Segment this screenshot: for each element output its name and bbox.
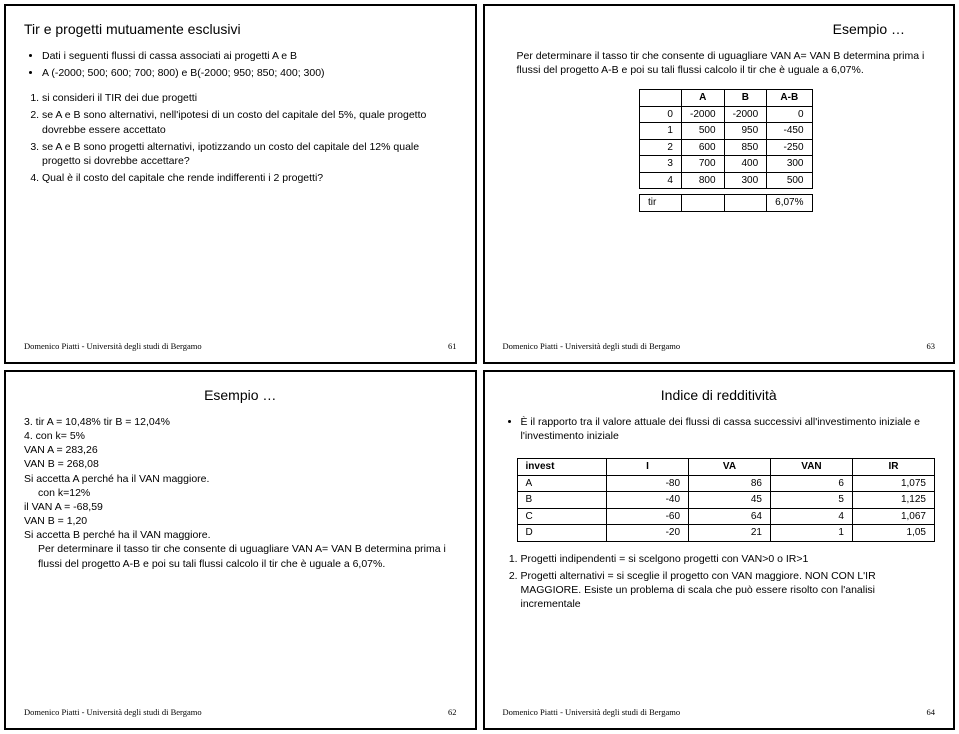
cell: D (517, 525, 607, 542)
body-text: 3. tir A = 10,48% tir B = 12,04% 4. con … (24, 415, 457, 571)
cell: -2000 (724, 106, 767, 123)
slide-64: Indice di redditività È il rapporto tra … (483, 370, 956, 730)
cell: -80 (607, 475, 689, 492)
cell: -2000 (681, 106, 724, 123)
slide-title: Tir e progetti mutuamente esclusivi (24, 20, 457, 39)
bullet-item: È il rapporto tra il valore attuale dei … (521, 415, 936, 443)
tir-label: tir (639, 195, 681, 212)
line: con k=12% (24, 486, 457, 500)
cell: 1,067 (852, 508, 934, 525)
cell: 1,125 (852, 492, 934, 509)
line: 3. tir A = 10,48% tir B = 12,04% (24, 415, 457, 429)
cell: 86 (689, 475, 771, 492)
line: VAN B = 1,20 (24, 514, 457, 528)
cell: A (517, 475, 607, 492)
ir-table: invest I VA VAN IR A-808661,075 B-404551… (517, 458, 936, 542)
numbered-list: si consideri il TIR dei due progetti se … (24, 91, 457, 188)
slide-62: Esempio … 3. tir A = 10,48% tir B = 12,0… (4, 370, 477, 730)
cell: 400 (724, 156, 767, 173)
cell: 6 (770, 475, 852, 492)
cell: C (517, 508, 607, 525)
bullet-list: Dati i seguenti flussi di cassa associat… (24, 49, 457, 83)
page-number: 61 (448, 341, 457, 352)
cell: 950 (724, 123, 767, 140)
slide-61: Tir e progetti mutuamente esclusivi Dati… (4, 4, 477, 364)
line: Si accetta A perché ha il VAN maggiore. (24, 472, 457, 486)
cell: -250 (767, 139, 812, 156)
col-ab: A-B (767, 90, 812, 107)
cell: 45 (689, 492, 771, 509)
page-number: 63 (927, 341, 936, 352)
intro-text: Per determinare il tasso tir che consent… (503, 49, 936, 77)
col-i: I (607, 459, 689, 476)
cell: 1,05 (852, 525, 934, 542)
bullet-item: Dati i seguenti flussi di cassa associat… (42, 49, 457, 63)
col-a: A (681, 90, 724, 107)
cell: -450 (767, 123, 812, 140)
page-number: 64 (927, 707, 936, 718)
cell: 500 (767, 172, 812, 189)
cell: -40 (607, 492, 689, 509)
slide-title: Indice di redditività (503, 386, 936, 405)
cell: 0 (767, 106, 812, 123)
cell: 2 (639, 139, 681, 156)
cell: 21 (689, 525, 771, 542)
cell: 4 (770, 508, 852, 525)
list-item: se A e B sono alternativi, nell'ipotesi … (42, 108, 457, 136)
slide-footer: Domenico Piatti - Università degli studi… (24, 701, 457, 718)
list-item: Progetti alternativi = si sceglie il pro… (521, 569, 936, 612)
cell: 800 (681, 172, 724, 189)
cell (724, 195, 767, 212)
line: VAN A = 283,26 (24, 443, 457, 457)
slide-footer: Domenico Piatti - Università degli studi… (503, 701, 936, 718)
col-van: VAN (770, 459, 852, 476)
cell: 0 (639, 106, 681, 123)
list-item: Qual è il costo del capitale che rende i… (42, 171, 457, 185)
col-invest: invest (517, 459, 607, 476)
list-item: Progetti indipendenti = si scelgono prog… (521, 552, 936, 566)
footer-author: Domenico Piatti - Università degli studi… (24, 341, 202, 352)
footer-author: Domenico Piatti - Università degli studi… (503, 341, 681, 352)
col-va: VA (689, 459, 771, 476)
list-item: si consideri il TIR dei due progetti (42, 91, 457, 105)
slide-title: Esempio … (24, 386, 457, 405)
cell: -20 (607, 525, 689, 542)
cell (681, 195, 724, 212)
bullet-item: A (-2000; 500; 600; 700; 800) e B(-2000;… (42, 66, 457, 80)
slide-title: Esempio … (503, 20, 906, 39)
cell: 64 (689, 508, 771, 525)
cell: 3 (639, 156, 681, 173)
numbered-list: Progetti indipendenti = si scelgono prog… (503, 552, 936, 615)
cell: 700 (681, 156, 724, 173)
cell: 600 (681, 139, 724, 156)
tir-value: 6,07% (767, 195, 812, 212)
cell: 1 (639, 123, 681, 140)
cell: 300 (724, 172, 767, 189)
list-item: se A e B sono progetti alternativi, ipot… (42, 140, 457, 168)
footer-author: Domenico Piatti - Università degli studi… (24, 707, 202, 718)
line: Per determinare il tasso tir che consent… (24, 542, 457, 570)
cell: 1 (770, 525, 852, 542)
cell: -60 (607, 508, 689, 525)
footer-author: Domenico Piatti - Università degli studi… (503, 707, 681, 718)
cell: 300 (767, 156, 812, 173)
slide-footer: Domenico Piatti - Università degli studi… (24, 335, 457, 352)
slide-63: Esempio … Per determinare il tasso tir c… (483, 4, 956, 364)
slide-footer: Domenico Piatti - Università degli studi… (503, 335, 936, 352)
cell: 850 (724, 139, 767, 156)
bullet-list: È il rapporto tra il valore attuale dei … (503, 415, 936, 446)
flows-table: ABA-B 0-2000-20000 1500950-450 2600850-2… (639, 89, 813, 212)
cell: B (517, 492, 607, 509)
cell: 500 (681, 123, 724, 140)
cell: 5 (770, 492, 852, 509)
page-number: 62 (448, 707, 457, 718)
cell: 1,075 (852, 475, 934, 492)
cell: 4 (639, 172, 681, 189)
col-ir: IR (852, 459, 934, 476)
line: il VAN A = -68,59 (24, 500, 457, 514)
line: 4. con k= 5% (24, 429, 457, 443)
col-b: B (724, 90, 767, 107)
line: VAN B = 268,08 (24, 457, 457, 471)
line: Si accetta B perché ha il VAN maggiore. (24, 528, 457, 542)
